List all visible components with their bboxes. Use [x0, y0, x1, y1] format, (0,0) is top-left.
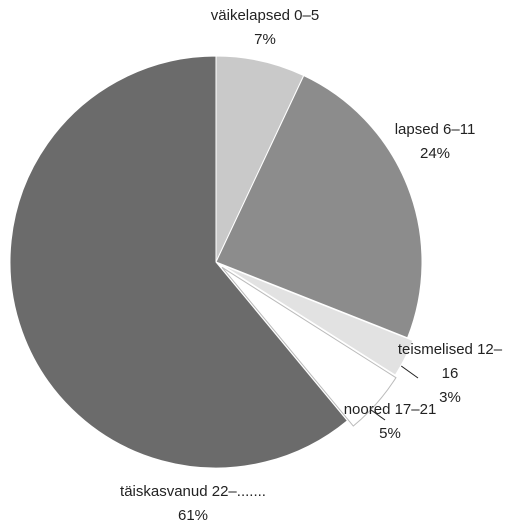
- value-label: 61%: [177, 507, 209, 524]
- slice-label: lapsed 6–11 24%: [380, 118, 490, 166]
- value-label: 7%: [254, 31, 276, 48]
- value-label: 24%: [419, 145, 451, 162]
- category-label: täiskasvanud 22–.......: [120, 483, 266, 500]
- slice-label: täiskasvanud 22–....... 61%: [98, 480, 288, 528]
- category-label: väikelapsed 0–5: [210, 7, 320, 24]
- slice: [221, 266, 397, 427]
- slice-label: teismelised 12–16 3%: [395, 338, 505, 410]
- value-label: 5%: [379, 425, 401, 442]
- category-label: lapsed 6–11: [394, 121, 476, 138]
- slice-label: väikelapsed 0–5 7%: [205, 4, 325, 52]
- category-label: teismelised 12–16: [397, 341, 503, 382]
- category-label: noored 17–21: [343, 401, 437, 418]
- value-label: 3%: [439, 389, 461, 406]
- slice-label: noored 17–21 5%: [330, 398, 450, 446]
- slice: [9, 55, 349, 469]
- slice: [221, 264, 414, 376]
- slice: [215, 74, 423, 339]
